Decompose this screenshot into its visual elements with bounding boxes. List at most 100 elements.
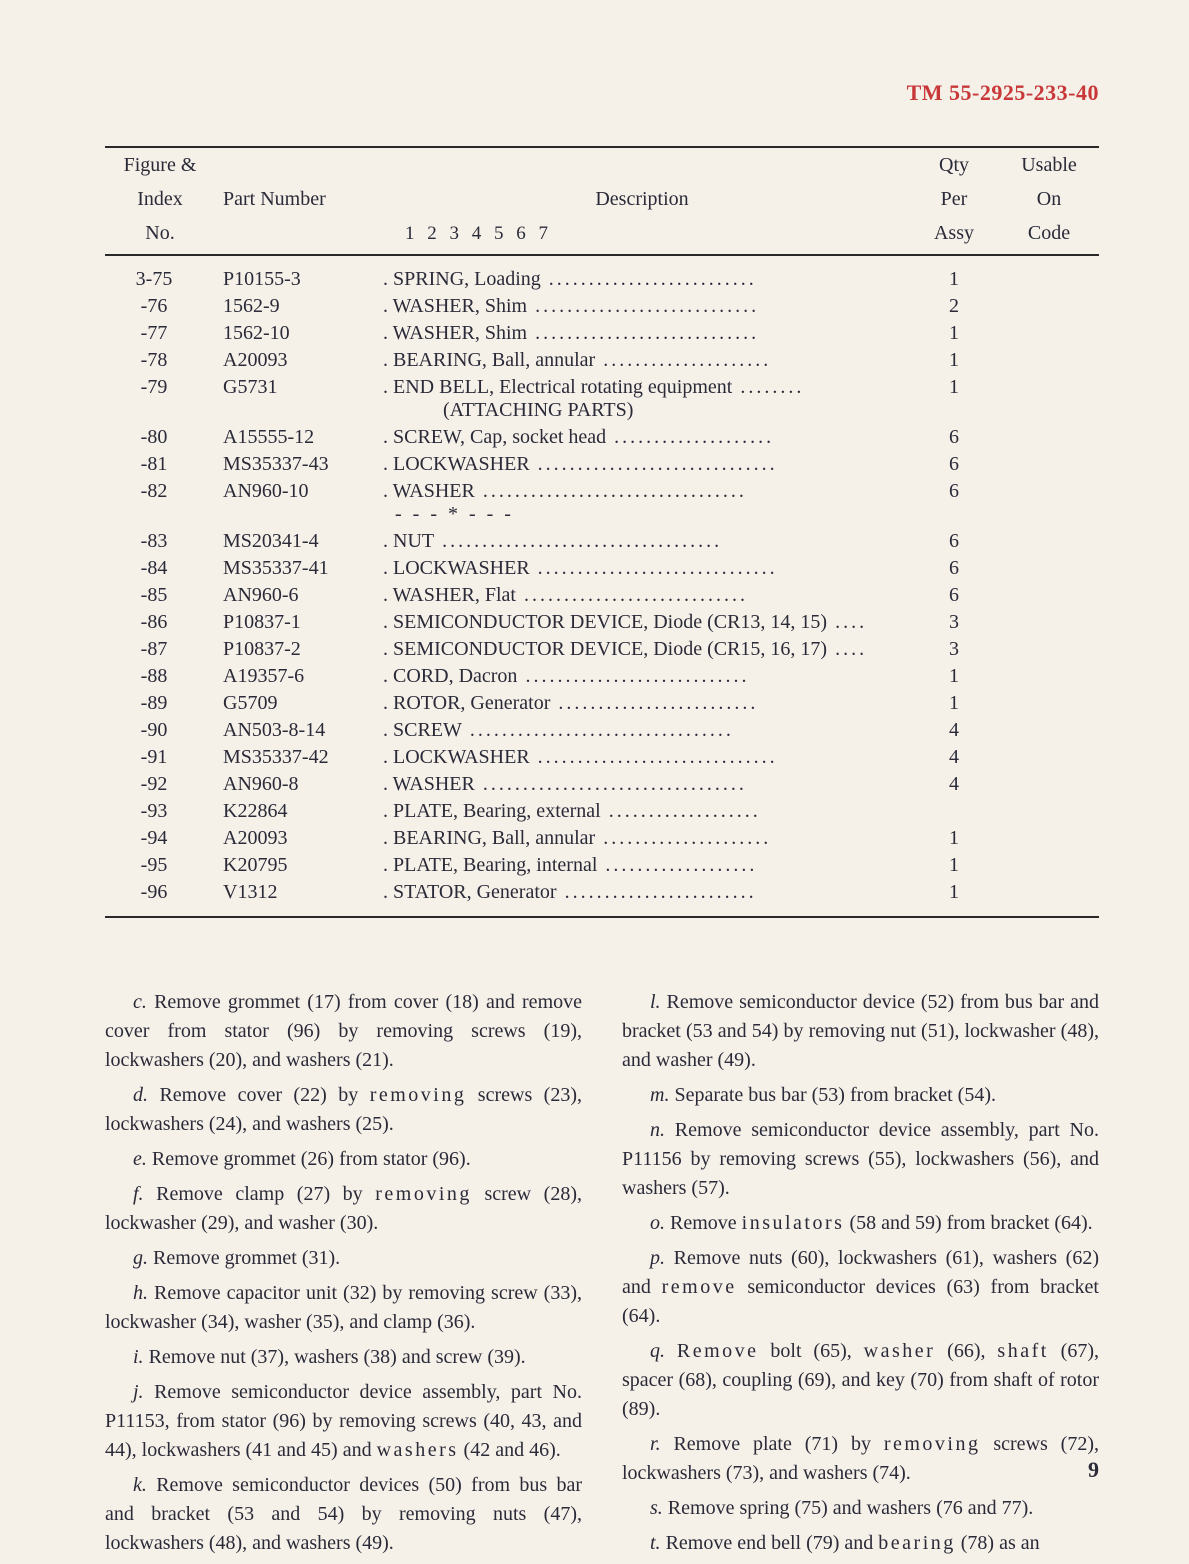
paragraph: j. Remove semiconductor device assembly,… bbox=[105, 1378, 582, 1465]
row-description: . CORD, Dacron .........................… bbox=[375, 663, 909, 690]
row-index: -95 bbox=[105, 852, 215, 879]
row-code bbox=[999, 879, 1099, 917]
document-header: TM 55-2925-233-40 bbox=[105, 80, 1099, 106]
table-row: -85AN960-6. WASHER, Flat ...............… bbox=[105, 582, 1099, 609]
row-part-number: MS35337-41 bbox=[215, 555, 375, 582]
table-row: -88A19357-6. CORD, Dacron ..............… bbox=[105, 663, 1099, 690]
row-code bbox=[999, 690, 1099, 717]
table-row: -81MS35337-43. LOCKWASHER ..............… bbox=[105, 451, 1099, 478]
row-code bbox=[999, 771, 1099, 798]
row-description: . SEMICONDUCTOR DEVICE, Diode (CR15, 16,… bbox=[375, 636, 909, 663]
paragraph: q. Remove bolt (65), washer (66), shaft … bbox=[622, 1337, 1099, 1424]
row-description: . SCREW ................................… bbox=[375, 717, 909, 744]
left-column: c. Remove grommet (17) from cover (18) a… bbox=[105, 988, 582, 1564]
row-code bbox=[999, 663, 1099, 690]
row-part-number: P10837-2 bbox=[215, 636, 375, 663]
table-row: -92AN960-8. WASHER .....................… bbox=[105, 771, 1099, 798]
row-qty: 6 bbox=[909, 478, 999, 528]
header-qty: Qty bbox=[909, 147, 999, 182]
row-code bbox=[999, 255, 1099, 293]
row-code bbox=[999, 852, 1099, 879]
table-row: -93K22864. PLATE, Bearing, external ....… bbox=[105, 798, 1099, 825]
row-description: . WASHER ...............................… bbox=[375, 478, 909, 528]
table-row: -95K20795. PLATE, Bearing, internal ....… bbox=[105, 852, 1099, 879]
row-description: . WASHER, Flat .........................… bbox=[375, 582, 909, 609]
header-index: Figure & bbox=[105, 147, 215, 182]
row-index: -84 bbox=[105, 555, 215, 582]
paragraph: r. Remove plate (71) by removing screws … bbox=[622, 1430, 1099, 1488]
row-qty: 1 bbox=[909, 255, 999, 293]
table-row: 3-75P10155-3. SPRING, Loading ..........… bbox=[105, 255, 1099, 293]
row-code bbox=[999, 609, 1099, 636]
row-part-number: AN960-8 bbox=[215, 771, 375, 798]
row-index: -89 bbox=[105, 690, 215, 717]
row-description: . BEARING, Ball, annular ...............… bbox=[375, 347, 909, 374]
paragraph: i. Remove nut (37), washers (38) and scr… bbox=[105, 1343, 582, 1372]
header-part bbox=[215, 147, 375, 182]
row-qty: 1 bbox=[909, 347, 999, 374]
row-qty: 4 bbox=[909, 744, 999, 771]
header-desc bbox=[375, 147, 909, 182]
row-index: -91 bbox=[105, 744, 215, 771]
paragraph: e. Remove grommet (26) from stator (96). bbox=[105, 1145, 582, 1174]
row-index: -87 bbox=[105, 636, 215, 663]
paragraph: s. Remove spring (75) and washers (76 an… bbox=[622, 1494, 1099, 1523]
row-qty: 6 bbox=[909, 424, 999, 451]
row-description: . WASHER, Shim .........................… bbox=[375, 293, 909, 320]
row-part-number: K22864 bbox=[215, 798, 375, 825]
table-row: -84MS35337-41. LOCKWASHER ..............… bbox=[105, 555, 1099, 582]
paragraph: k. Remove semiconductor devices (50) fro… bbox=[105, 1471, 582, 1558]
row-part-number: G5731 bbox=[215, 374, 375, 424]
row-part-number: AN960-10 bbox=[215, 478, 375, 528]
row-description: . WASHER ...............................… bbox=[375, 771, 909, 798]
row-index: -90 bbox=[105, 717, 215, 744]
table-row: -86P10837-1. SEMICONDUCTOR DEVICE, Diode… bbox=[105, 609, 1099, 636]
row-index: -85 bbox=[105, 582, 215, 609]
table-row: -78A20093. BEARING, Ball, annular ......… bbox=[105, 347, 1099, 374]
row-description: . PLATE, Bearing, internal .............… bbox=[375, 852, 909, 879]
row-index: -80 bbox=[105, 424, 215, 451]
row-index: -94 bbox=[105, 825, 215, 852]
row-part-number: P10155-3 bbox=[215, 255, 375, 293]
row-qty: 1 bbox=[909, 690, 999, 717]
row-code bbox=[999, 825, 1099, 852]
row-description: . NUT ..................................… bbox=[375, 528, 909, 555]
paragraph: m. Separate bus bar (53) from bracket (5… bbox=[622, 1081, 1099, 1110]
row-qty: 3 bbox=[909, 609, 999, 636]
row-index: -88 bbox=[105, 663, 215, 690]
row-description: . LOCKWASHER ...........................… bbox=[375, 451, 909, 478]
row-part-number: MS35337-42 bbox=[215, 744, 375, 771]
row-part-number: G5709 bbox=[215, 690, 375, 717]
row-code bbox=[999, 320, 1099, 347]
row-part-number: 1562-9 bbox=[215, 293, 375, 320]
row-index: -77 bbox=[105, 320, 215, 347]
row-part-number: AN503-8-14 bbox=[215, 717, 375, 744]
row-index: 3-75 bbox=[105, 255, 215, 293]
row-part-number: MS35337-43 bbox=[215, 451, 375, 478]
row-description: . STATOR, Generator ....................… bbox=[375, 879, 909, 917]
row-code bbox=[999, 717, 1099, 744]
row-qty: 4 bbox=[909, 717, 999, 744]
row-qty: 1 bbox=[909, 320, 999, 347]
row-index: -78 bbox=[105, 347, 215, 374]
table-row: -96V1312. STATOR, Generator ............… bbox=[105, 879, 1099, 917]
row-code bbox=[999, 293, 1099, 320]
row-index: -81 bbox=[105, 451, 215, 478]
table-row: -82AN960-10. WASHER ....................… bbox=[105, 478, 1099, 528]
row-part-number: 1562-10 bbox=[215, 320, 375, 347]
paragraph: d. Remove cover (22) by removing screws … bbox=[105, 1081, 582, 1139]
row-code bbox=[999, 347, 1099, 374]
row-description: . SEMICONDUCTOR DEVICE, Diode (CR13, 14,… bbox=[375, 609, 909, 636]
row-part-number: P10837-1 bbox=[215, 609, 375, 636]
row-index: -96 bbox=[105, 879, 215, 917]
paragraph: p. Remove nuts (60), lockwashers (61), w… bbox=[622, 1244, 1099, 1331]
paragraph: l. Remove semiconductor device (52) from… bbox=[622, 988, 1099, 1075]
row-part-number: K20795 bbox=[215, 852, 375, 879]
row-part-number: AN960-6 bbox=[215, 582, 375, 609]
row-code bbox=[999, 744, 1099, 771]
row-qty: 6 bbox=[909, 555, 999, 582]
row-description: . END BELL, Electrical rotating equipmen… bbox=[375, 374, 909, 424]
row-code bbox=[999, 528, 1099, 555]
row-qty: 3 bbox=[909, 636, 999, 663]
row-index: -79 bbox=[105, 374, 215, 424]
